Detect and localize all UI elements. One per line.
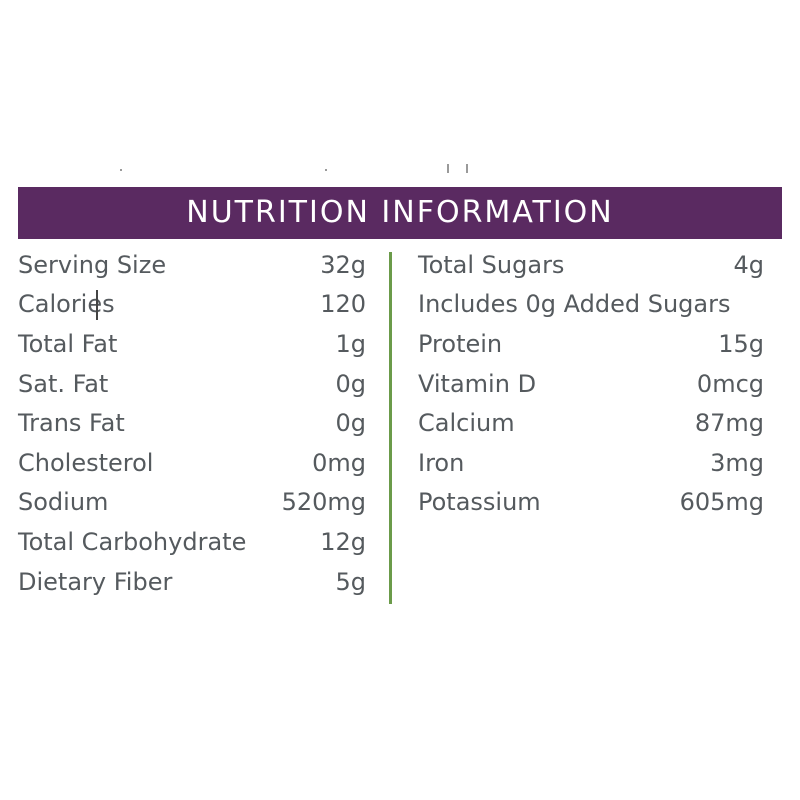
nutrient-label: Calories xyxy=(18,290,115,319)
nutrient-label: Total Fat xyxy=(18,329,118,358)
nutrient-value: 12g xyxy=(320,527,366,556)
nutrient-label: Iron xyxy=(418,448,465,477)
nutrient-label: Vitamin D xyxy=(418,369,537,398)
nutrient-row: Total Fat 1g xyxy=(18,324,366,364)
nutrient-label: Trans Fat xyxy=(18,409,125,438)
nutrient-value: 605mg xyxy=(679,488,764,517)
nutrient-label: Total Carbohydrate xyxy=(18,527,247,556)
nutrient-row: Calories 120 xyxy=(18,285,366,325)
nutrient-row: Calcium 87mg xyxy=(418,403,764,443)
nutrition-title: NUTRITION INFORMATION xyxy=(186,195,614,230)
nutrient-label: Serving Size xyxy=(18,250,167,279)
nutrient-row: Total Sugars 4g xyxy=(418,245,764,285)
nutrient-value: 1g xyxy=(335,329,366,358)
nutrient-label: Calcium xyxy=(418,409,515,438)
nutrient-value: 87mg xyxy=(694,409,764,438)
nutrient-value: 3mg xyxy=(710,448,764,477)
nutrient-row: Serving Size 32g xyxy=(18,245,366,285)
nutrient-label: Dietary Fiber xyxy=(18,567,173,596)
column-divider xyxy=(389,252,392,604)
nutrient-label: Includes 0g Added Sugars xyxy=(418,290,731,319)
nutrient-value: 32g xyxy=(320,250,366,279)
nutrient-label: Sat. Fat xyxy=(18,369,109,398)
nutrition-left-column: Serving Size 32g Calories 120 Total Fat … xyxy=(18,245,366,601)
text-cursor xyxy=(96,290,98,320)
nutrition-header-bar: NUTRITION INFORMATION xyxy=(18,187,782,239)
nutrient-label: Sodium xyxy=(18,488,109,517)
nutrient-value: 0g xyxy=(335,409,366,438)
nutrient-value: 0g xyxy=(335,369,366,398)
nutrient-value: 520mg xyxy=(281,488,366,517)
nutrient-row: Dietary Fiber 5g xyxy=(18,562,366,602)
nutrient-row: Protein 15g xyxy=(418,324,764,364)
cropped-text-remnants xyxy=(120,164,468,173)
nutrient-label: Potassium xyxy=(418,488,541,517)
nutrient-row: Sodium 520mg xyxy=(18,483,366,523)
nutrient-row: Vitamin D 0mcg xyxy=(418,364,764,404)
nutrient-label: Total Sugars xyxy=(418,250,565,279)
nutrient-row: Sat. Fat 0g xyxy=(18,364,366,404)
nutrient-row: Iron 3mg xyxy=(418,443,764,483)
nutrition-right-column: Total Sugars 4g Includes 0g Added Sugars… xyxy=(418,245,764,522)
nutrient-value: 0mcg xyxy=(696,369,764,398)
nutrient-row: Cholesterol 0mg xyxy=(18,443,366,483)
nutrient-value: 5g xyxy=(335,567,366,596)
nutrient-row: Includes 0g Added Sugars xyxy=(418,285,764,325)
nutrient-value: 15g xyxy=(718,329,764,358)
nutrient-value: 4g xyxy=(733,250,764,279)
nutrient-label: Cholesterol xyxy=(18,448,154,477)
nutrient-row: Potassium 605mg xyxy=(418,483,764,523)
nutrient-row: Total Carbohydrate 12g xyxy=(18,522,366,562)
nutrient-value: 120 xyxy=(320,290,366,319)
nutrient-label: Protein xyxy=(418,329,503,358)
nutrient-value: 0mg xyxy=(312,448,366,477)
nutrient-row: Trans Fat 0g xyxy=(18,403,366,443)
